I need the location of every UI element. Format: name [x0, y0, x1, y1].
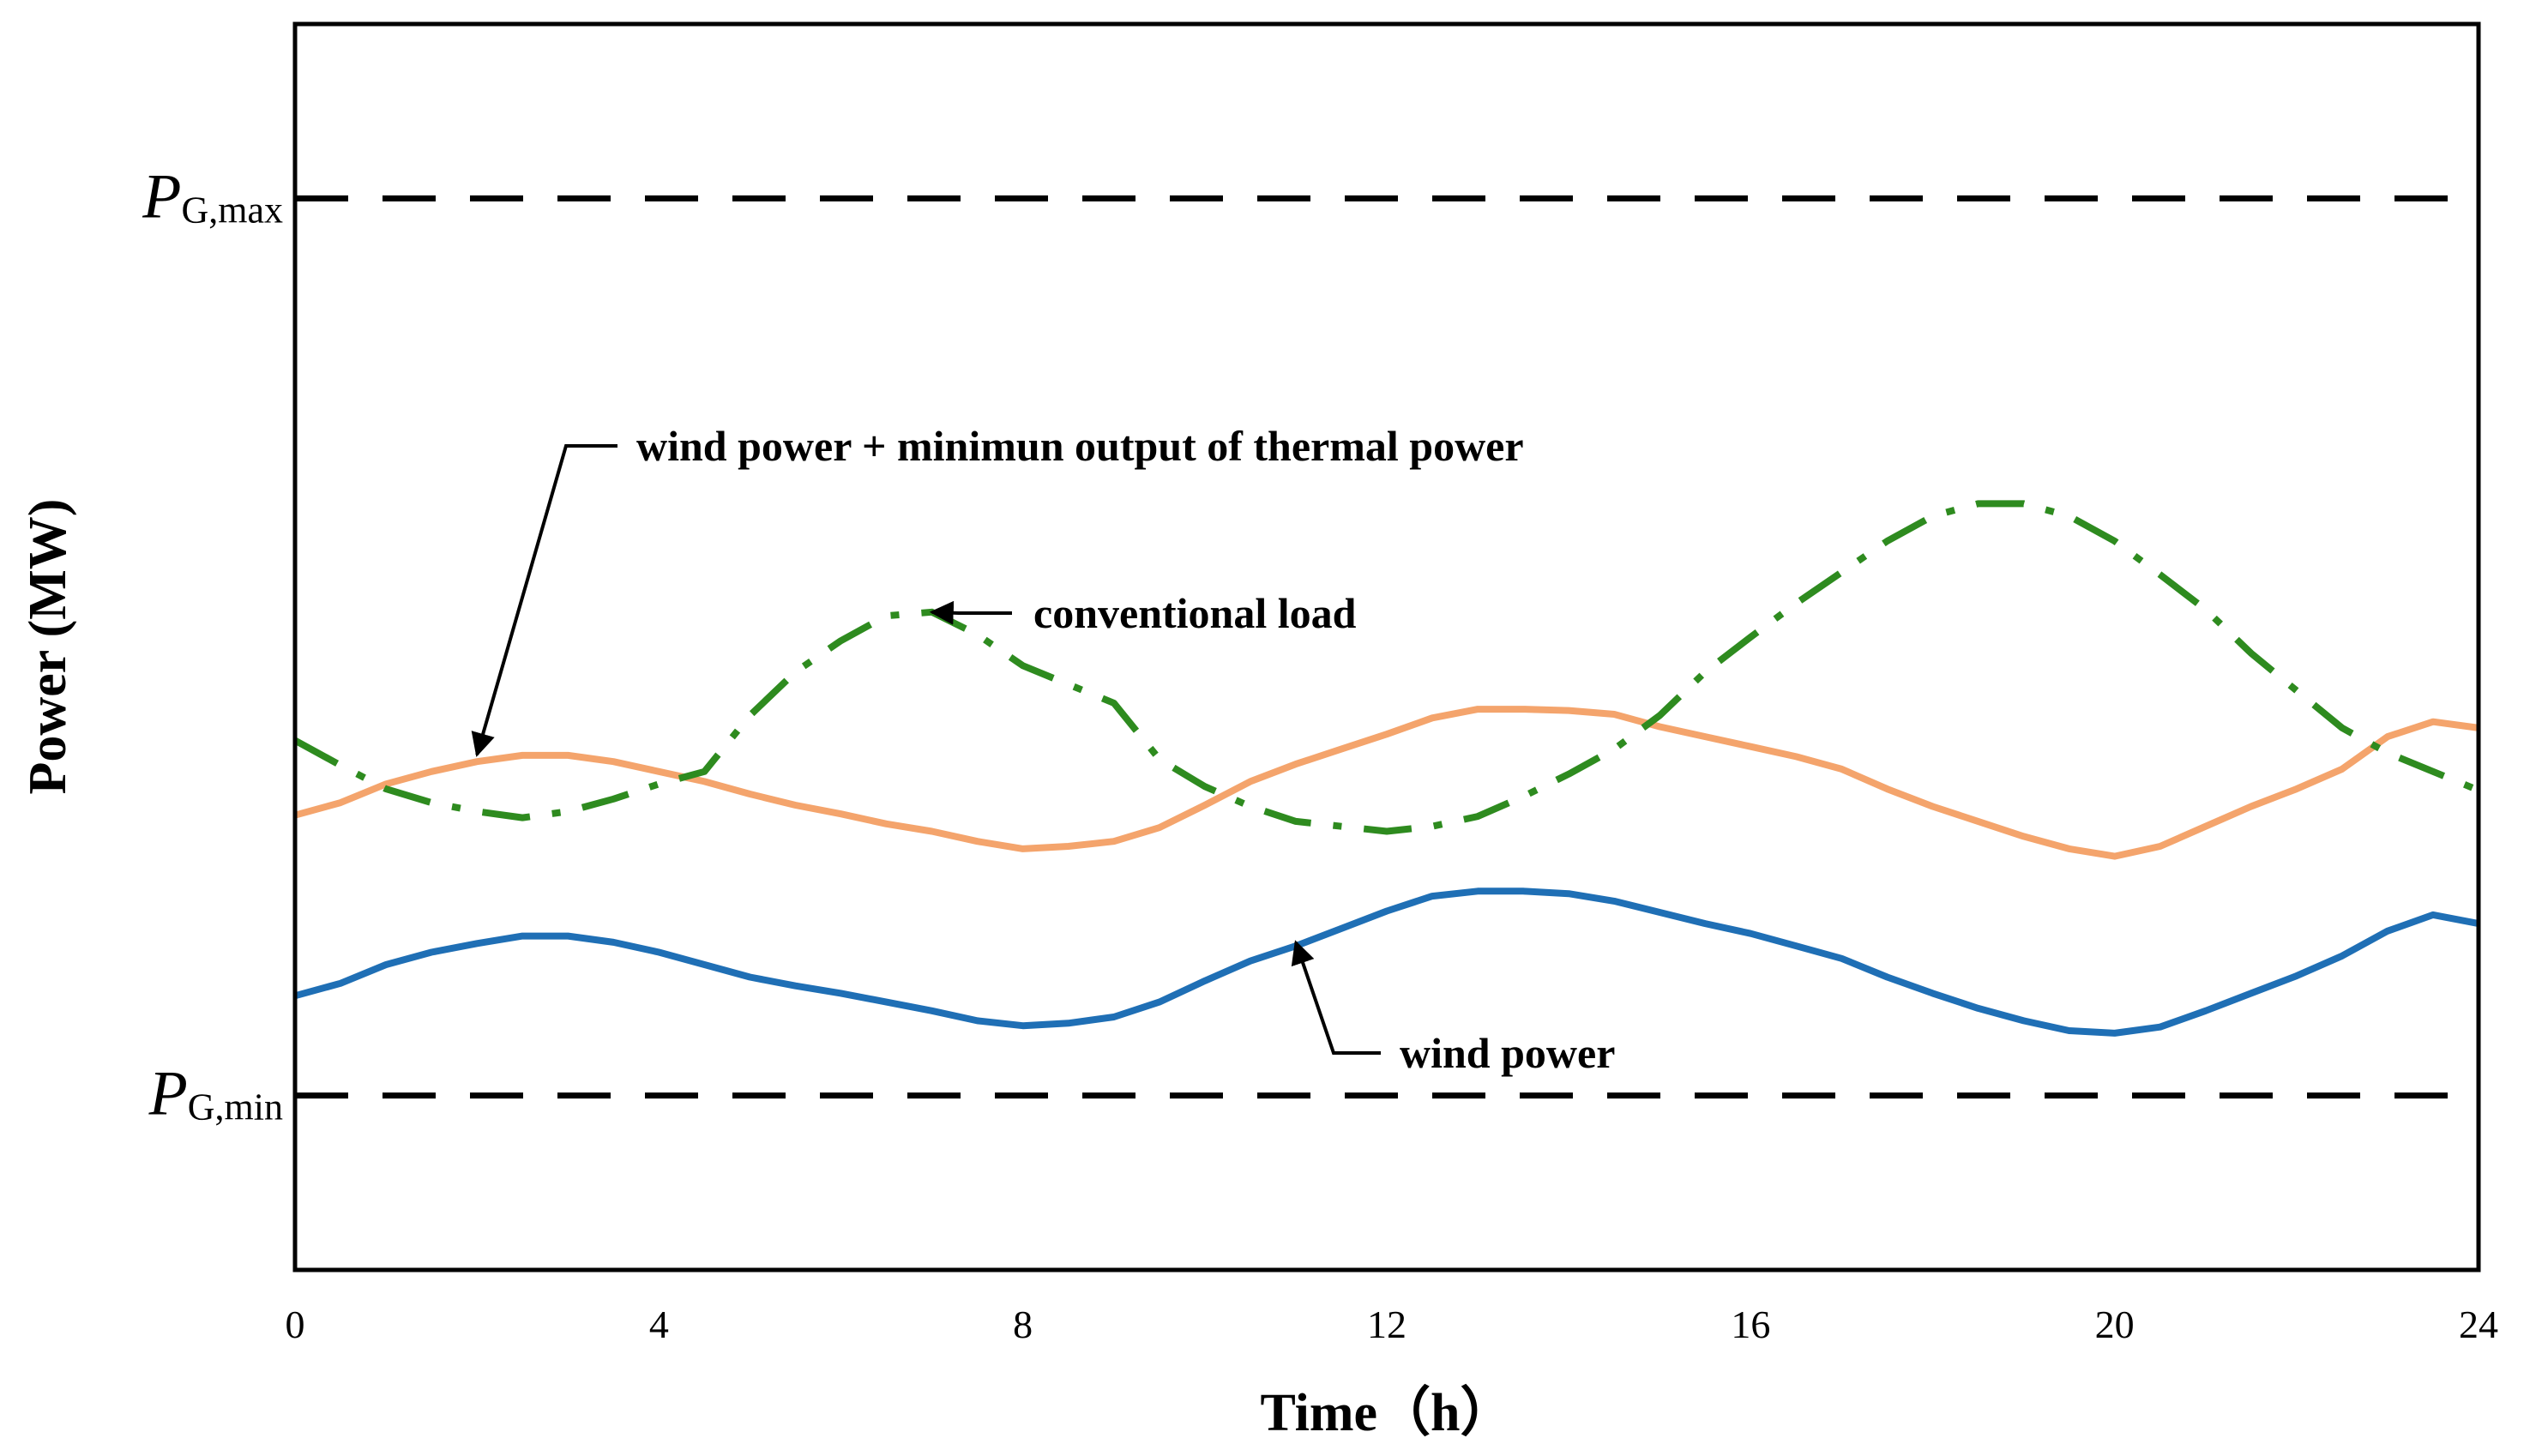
annotation-label-wind-power: wind power: [1400, 1029, 1615, 1077]
x-tick-label-20: 20: [2095, 1303, 2135, 1346]
x-tick-label-8: 8: [1013, 1303, 1033, 1346]
y-axis-label: Power (MW): [19, 499, 77, 795]
series-line-conventional-load: [293, 500, 2480, 835]
series-line-wind-power: [293, 887, 2479, 1037]
reference-label-pgmax: PG,max: [142, 161, 283, 232]
x-tick-label-0: 0: [286, 1303, 305, 1346]
annotation-arrow-conventional-load: [929, 600, 1012, 625]
reference-lines: PG,max PG,min: [142, 161, 2479, 1129]
annotation-arrow-wind-power: [1291, 940, 1381, 1055]
x-tick-label-16: 16: [1731, 1303, 1770, 1346]
annotation-arrow-wind-power-minimun-output-of-thermal-power: [471, 444, 617, 757]
data-series: [293, 500, 2480, 1037]
annotations: wind power + minimun output of thermal p…: [471, 422, 1615, 1077]
x-axis-ticks: 0 4 8 12 16 20 24: [286, 1303, 2499, 1346]
reference-label-pgmin: PG,min: [148, 1059, 283, 1129]
annotation-label-conventional-load: conventional load: [1033, 589, 1357, 637]
x-axis-label: Time（h）: [1260, 1382, 1513, 1442]
annotation-label-wind-power-minimun-output-of-thermal-power: wind power + minimun output of thermal p…: [636, 422, 1524, 470]
series-line-wind-power-minimun-output-of-thermal-power: [293, 706, 2479, 860]
x-tick-label-12: 12: [1367, 1303, 1407, 1346]
x-tick-label-4: 4: [649, 1303, 669, 1346]
x-tick-label-24: 24: [2459, 1303, 2498, 1346]
plot-area-frame: [292, 21, 2481, 1272]
